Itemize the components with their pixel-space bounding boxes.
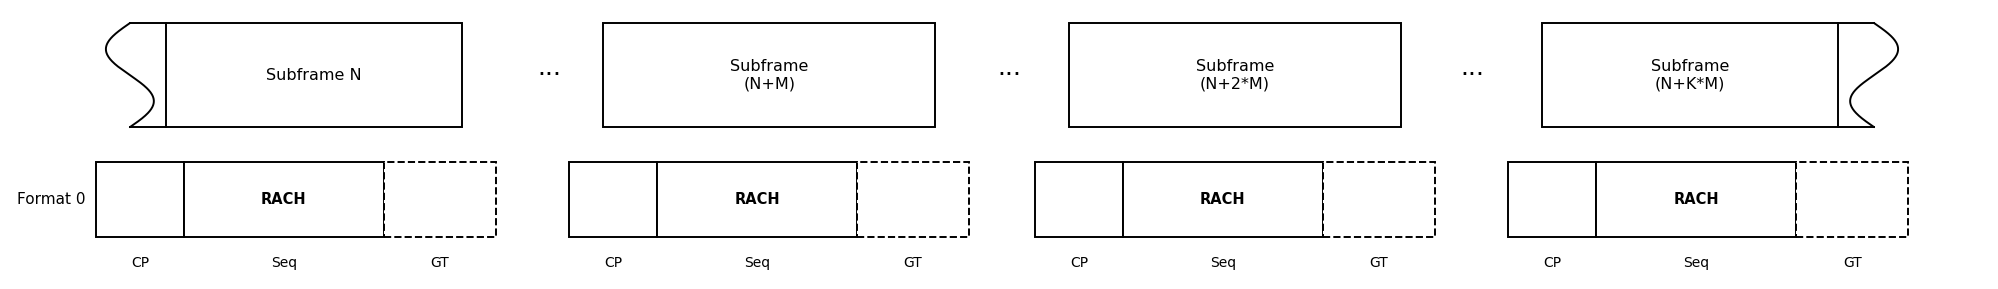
Text: Seq: Seq bbox=[270, 256, 298, 270]
Text: Subframe
(N+2*M): Subframe (N+2*M) bbox=[1195, 59, 1275, 91]
Bar bbox=[857, 162, 969, 237]
Text: RACH: RACH bbox=[735, 192, 779, 207]
Text: CP: CP bbox=[1069, 256, 1089, 270]
Text: ···: ··· bbox=[1461, 63, 1485, 87]
Text: Subframe N: Subframe N bbox=[266, 68, 362, 83]
Bar bbox=[1069, 23, 1401, 127]
Bar bbox=[1542, 23, 1838, 127]
Text: Seq: Seq bbox=[1682, 256, 1710, 270]
Text: ···: ··· bbox=[997, 63, 1021, 87]
Text: CP: CP bbox=[1542, 256, 1562, 270]
Text: GT: GT bbox=[430, 256, 450, 270]
Text: RACH: RACH bbox=[262, 192, 306, 207]
Bar bbox=[96, 162, 184, 237]
Text: Seq: Seq bbox=[1209, 256, 1237, 270]
Bar bbox=[384, 162, 496, 237]
Bar bbox=[603, 23, 935, 127]
Text: Subframe
(N+M): Subframe (N+M) bbox=[729, 59, 809, 91]
Bar bbox=[1035, 162, 1123, 237]
Bar bbox=[184, 162, 384, 237]
Bar bbox=[1323, 162, 1435, 237]
Bar bbox=[657, 162, 857, 237]
Text: GT: GT bbox=[1369, 256, 1389, 270]
Text: GT: GT bbox=[1842, 256, 1862, 270]
Text: RACH: RACH bbox=[1201, 192, 1245, 207]
Text: ···: ··· bbox=[537, 63, 561, 87]
Bar bbox=[1508, 162, 1596, 237]
Text: Format 0: Format 0 bbox=[18, 192, 86, 207]
Bar bbox=[1796, 162, 1908, 237]
Text: GT: GT bbox=[903, 256, 923, 270]
Text: CP: CP bbox=[130, 256, 150, 270]
Text: Subframe
(N+K*M): Subframe (N+K*M) bbox=[1650, 59, 1730, 91]
Text: Seq: Seq bbox=[743, 256, 771, 270]
Text: RACH: RACH bbox=[1674, 192, 1718, 207]
Bar bbox=[166, 23, 462, 127]
Bar bbox=[1596, 162, 1796, 237]
Bar bbox=[569, 162, 657, 237]
Bar bbox=[1123, 162, 1323, 237]
Text: CP: CP bbox=[603, 256, 623, 270]
